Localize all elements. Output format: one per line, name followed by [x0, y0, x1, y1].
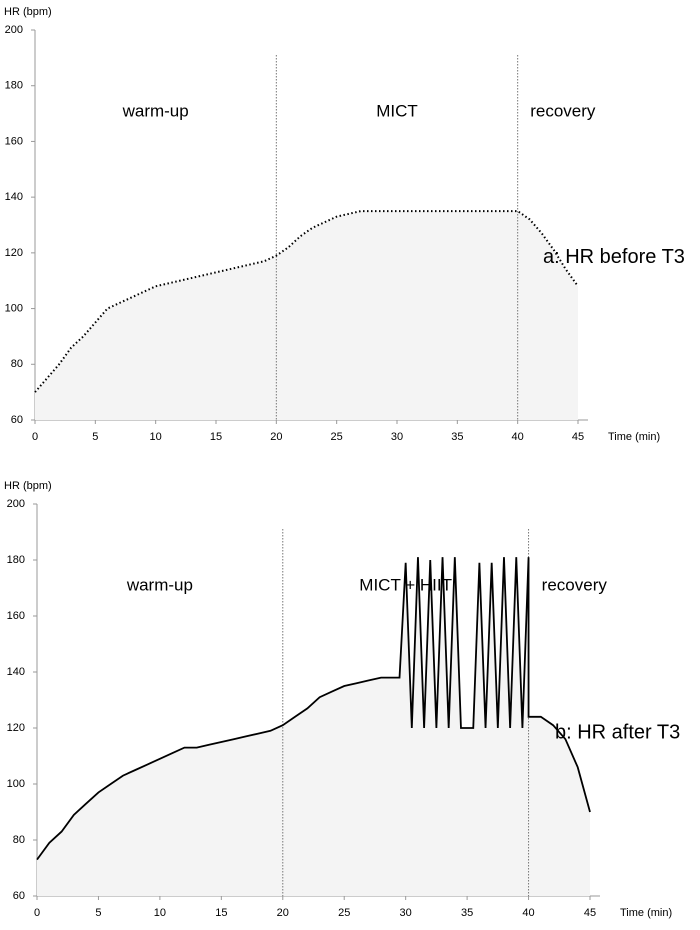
y-tick-label: 60 [11, 414, 23, 426]
x-tick-label: 10 [150, 431, 162, 443]
y-axis-label: HR (bpm) [4, 480, 52, 492]
y-tick-label: 140 [7, 666, 25, 678]
y-tick-label: 160 [5, 135, 23, 147]
x-tick-label: 40 [522, 907, 534, 919]
area [37, 557, 590, 896]
x-tick-label: 45 [572, 431, 584, 443]
y-tick-label: 80 [13, 834, 25, 846]
x-tick-label: 25 [338, 907, 350, 919]
phase-label: warm-up [126, 575, 193, 594]
x-axis-label: Time (min) [620, 907, 672, 919]
x-tick-label: 0 [32, 431, 38, 443]
y-tick-label: 200 [7, 498, 25, 510]
x-tick-label: 5 [95, 907, 101, 919]
x-tick-label: 15 [210, 431, 222, 443]
y-tick-label: 80 [11, 358, 23, 370]
y-tick-label: 60 [13, 890, 25, 902]
y-tick-label: 100 [7, 778, 25, 790]
x-tick-label: 15 [215, 907, 227, 919]
x-tick-label: 40 [512, 431, 524, 443]
annotation: b: HR after T3 [555, 721, 680, 743]
y-tick-label: 120 [5, 247, 23, 259]
hr-line [36, 557, 591, 861]
y-tick-label: 160 [7, 610, 25, 622]
y-tick-label: 200 [5, 24, 23, 36]
x-tick-label: 35 [461, 907, 473, 919]
y-tick-label: 140 [5, 191, 23, 203]
x-tick-label: 30 [391, 431, 403, 443]
x-tick-label: 25 [331, 431, 343, 443]
phase-label: recovery [530, 101, 596, 120]
annotation: a: HR before T3 [543, 246, 685, 268]
area [35, 211, 578, 420]
phase-label: recovery [542, 575, 608, 594]
y-tick-label: 100 [5, 302, 23, 314]
x-tick-label: 20 [277, 907, 289, 919]
y-axis-label: HR (bpm) [4, 6, 52, 18]
x-tick-label: 35 [451, 431, 463, 443]
x-tick-label: 0 [34, 907, 40, 919]
x-tick-label: 30 [400, 907, 412, 919]
phase-label: warm-up [122, 101, 189, 120]
y-tick-label: 120 [7, 722, 25, 734]
y-tick-label: 180 [5, 80, 23, 92]
x-tick-label: 20 [270, 431, 282, 443]
x-axis-label: Time (min) [608, 431, 660, 443]
y-tick-label: 180 [7, 554, 25, 566]
phase-label: MICT [376, 101, 418, 120]
hr-line [34, 210, 579, 393]
x-tick-label: 45 [584, 907, 596, 919]
x-tick-label: 5 [92, 431, 98, 443]
x-tick-label: 10 [154, 907, 166, 919]
